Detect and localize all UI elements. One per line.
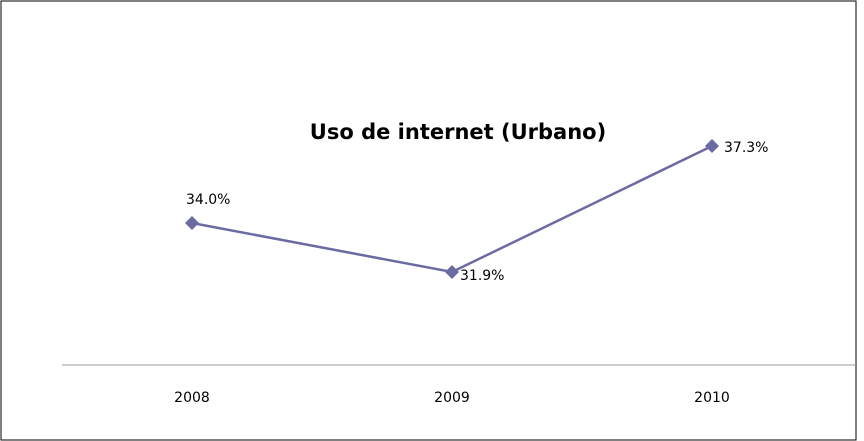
marker xyxy=(185,216,199,230)
x-tick-label: 2010 xyxy=(694,390,730,406)
chart-title: Uso de internet (Urbano) xyxy=(310,120,606,144)
x-tick-label: 2008 xyxy=(174,390,210,406)
marker xyxy=(445,265,459,279)
data-label: 34.0% xyxy=(186,192,230,208)
data-label: 31.9% xyxy=(460,268,504,284)
marker xyxy=(705,139,719,153)
x-tick-label: 2009 xyxy=(434,390,470,406)
data-label: 37.3% xyxy=(724,140,768,156)
